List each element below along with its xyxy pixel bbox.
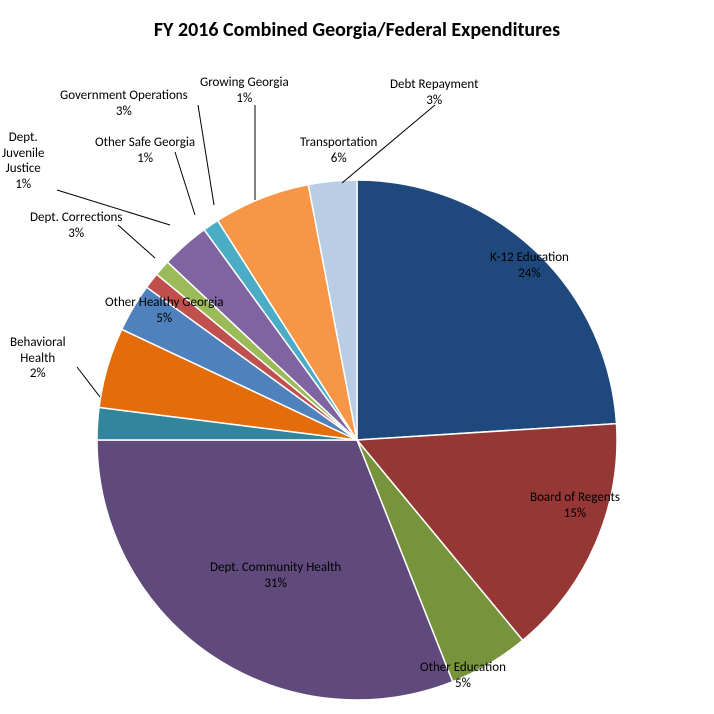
slice-label: Other Healthy Georgia 5%	[105, 295, 224, 326]
slice-label: Other Education 5%	[420, 660, 506, 691]
pie-slice	[357, 180, 616, 440]
slice-label: Dept. Community Health 31%	[210, 560, 341, 591]
slice-label: Board of Regents 15%	[530, 490, 620, 521]
slice-label: Debt Repayment 3%	[390, 77, 478, 108]
slice-label: Other Safe Georgia 1%	[95, 135, 195, 166]
slice-label: K-12 Education 24%	[490, 250, 569, 281]
slice-label: Government Operations 3%	[60, 88, 188, 119]
slice-label: Behavioral Health 2%	[10, 335, 66, 382]
slice-label: Dept. Juvenile Justice 1%	[2, 130, 44, 192]
leader-line	[198, 105, 214, 205]
slice-label: Transportation 6%	[300, 135, 377, 166]
slice-label: Dept. Corrections 3%	[30, 210, 122, 241]
leader-line	[77, 367, 100, 397]
leader-line	[118, 225, 155, 258]
slice-label: Growing Georgia 1%	[200, 75, 289, 106]
